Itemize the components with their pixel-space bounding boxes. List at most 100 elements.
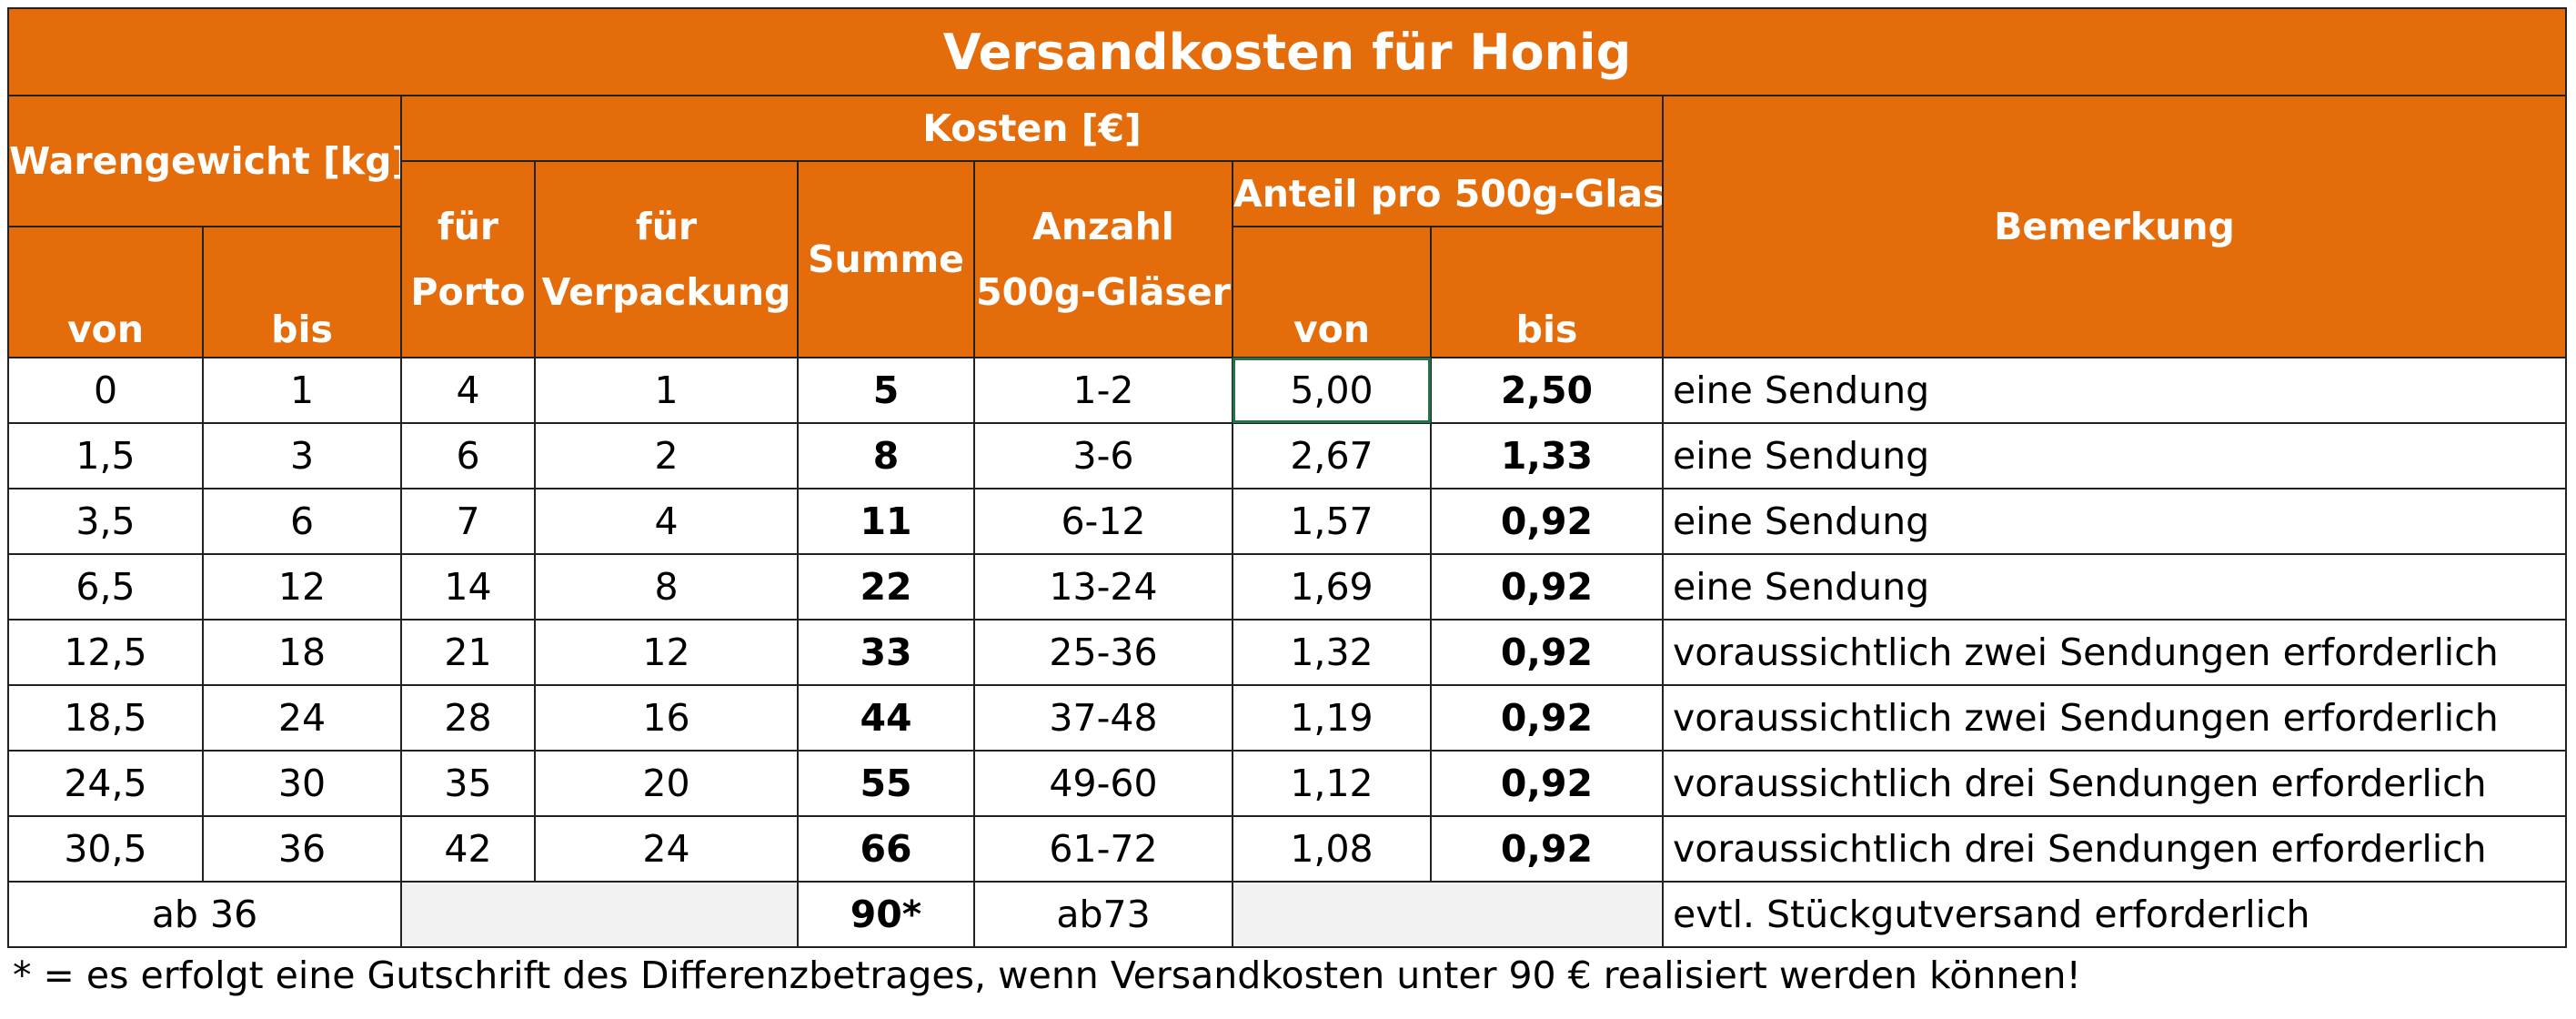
cell-anteil-bis[interactable]: 0,92 bbox=[1430, 553, 1664, 620]
header-kosten: Kosten [€] bbox=[400, 95, 1664, 162]
cell-anzahl[interactable]: 13-24 bbox=[973, 553, 1233, 620]
header-gewicht-bis: bis bbox=[202, 226, 402, 358]
cell-porto[interactable]: 42 bbox=[400, 815, 536, 883]
header-anteil-pro-glas: Anteil pro 500g-Glas bbox=[1232, 160, 1664, 227]
cell-summe[interactable]: 22 bbox=[797, 553, 975, 620]
cell-bis[interactable]: 12 bbox=[202, 553, 402, 620]
cell-von[interactable]: 1,5 bbox=[7, 422, 204, 489]
cell-bemerkung[interactable]: eine Sendung bbox=[1661, 488, 2568, 555]
cell-verpackung[interactable]: 4 bbox=[534, 488, 799, 555]
table-row: 0 1 4 1 5 1-2 5,00 2,50 eine Sendung bbox=[7, 357, 2568, 424]
cell-von[interactable]: 30,5 bbox=[7, 815, 204, 883]
cell-von[interactable]: 12,5 bbox=[7, 619, 204, 686]
cell-summe[interactable]: 44 bbox=[797, 684, 975, 752]
cell-bemerkung[interactable]: voraussichtlich zwei Sendungen erforderl… bbox=[1661, 619, 2568, 686]
cell-summe[interactable]: 11 bbox=[797, 488, 975, 555]
cell-summe[interactable]: 5 bbox=[797, 357, 975, 424]
cell-verpackung[interactable]: 8 bbox=[534, 553, 799, 620]
cell-von[interactable]: 24,5 bbox=[7, 750, 204, 817]
header-bemerkung: Bemerkung bbox=[1661, 95, 2568, 358]
cell-anzahl[interactable]: 3-6 bbox=[973, 422, 1233, 489]
table-row: 6,5 12 14 8 22 13-24 1,69 0,92 eine Send… bbox=[7, 553, 2568, 620]
cell-anteil-von-selected[interactable]: 5,00 bbox=[1232, 357, 1432, 424]
header-fuer-porto: für Porto bbox=[400, 160, 536, 358]
table-title: Versandkosten für Honig bbox=[6, 7, 2568, 96]
cell-summe[interactable]: 55 bbox=[797, 750, 975, 817]
cell-porto[interactable]: 4 bbox=[400, 357, 536, 424]
cell-anzahl[interactable]: 1-2 bbox=[973, 357, 1233, 424]
cell-bemerkung[interactable]: voraussichtlich drei Sendungen erforderl… bbox=[1661, 815, 2568, 883]
cell-anteil-bis[interactable]: 1,33 bbox=[1430, 422, 1664, 489]
cell-porto[interactable]: 28 bbox=[400, 684, 536, 752]
cell-anteil-bis[interactable]: 0,92 bbox=[1430, 684, 1664, 752]
table-row: 3,5 6 7 4 11 6-12 1,57 0,92 eine Sendung bbox=[7, 488, 2568, 555]
cell-von[interactable]: 6,5 bbox=[7, 553, 204, 620]
table-row-last: ab 36 90* ab73 evtl. Stückgutversand erf… bbox=[7, 881, 2568, 948]
cell-bis[interactable]: 36 bbox=[202, 815, 402, 883]
cell-von[interactable]: 3,5 bbox=[7, 488, 204, 555]
cell-porto[interactable]: 35 bbox=[400, 750, 536, 817]
cell-anteil-bis[interactable]: 0,92 bbox=[1430, 815, 1664, 883]
cell-anzahl[interactable]: 25-36 bbox=[973, 619, 1233, 686]
cell-verpackung[interactable]: 12 bbox=[534, 619, 799, 686]
cell-anteil-von[interactable]: 1,08 bbox=[1232, 815, 1432, 883]
cell-empty-costs[interactable] bbox=[400, 881, 799, 948]
cell-porto[interactable]: 6 bbox=[400, 422, 536, 489]
cell-anteil-von[interactable]: 1,19 bbox=[1232, 684, 1432, 752]
cell-summe[interactable]: 90* bbox=[797, 881, 975, 948]
cell-anzahl[interactable]: 6-12 bbox=[973, 488, 1233, 555]
cell-anteil-von[interactable]: 1,32 bbox=[1232, 619, 1432, 686]
cell-verpackung[interactable]: 24 bbox=[534, 815, 799, 883]
cell-verpackung[interactable]: 20 bbox=[534, 750, 799, 817]
cell-verpackung[interactable]: 1 bbox=[534, 357, 799, 424]
cell-bis[interactable]: 24 bbox=[202, 684, 402, 752]
header-anteil-von: von bbox=[1232, 226, 1432, 358]
table-row: 30,5 36 42 24 66 61-72 1,08 0,92 vorauss… bbox=[7, 815, 2568, 883]
cell-summe[interactable]: 66 bbox=[797, 815, 975, 883]
header-anteil-bis: bis bbox=[1430, 226, 1664, 358]
cell-verpackung[interactable]: 16 bbox=[534, 684, 799, 752]
cell-summe[interactable]: 33 bbox=[797, 619, 975, 686]
cell-von[interactable]: 0 bbox=[7, 357, 204, 424]
cell-anteil-bis[interactable]: 2,50 bbox=[1430, 357, 1664, 424]
cell-anteil-bis[interactable]: 0,92 bbox=[1430, 750, 1664, 817]
cell-anteil-von[interactable]: 1,12 bbox=[1232, 750, 1432, 817]
shipping-cost-table: Versandkosten für Honig Warengewicht [kg… bbox=[6, 7, 2568, 948]
cell-bemerkung[interactable]: eine Sendung bbox=[1661, 357, 2568, 424]
footnote: * = es erfolgt eine Gutschrift des Diffe… bbox=[13, 953, 2081, 997]
cell-anteil-von[interactable]: 1,69 bbox=[1232, 553, 1432, 620]
cell-anteil-von[interactable]: 2,67 bbox=[1232, 422, 1432, 489]
cell-anzahl[interactable]: 37-48 bbox=[973, 684, 1233, 752]
cell-porto[interactable]: 7 bbox=[400, 488, 536, 555]
cell-anzahl[interactable]: ab73 bbox=[973, 881, 1233, 948]
cell-bemerkung[interactable]: evtl. Stückgutversand erforderlich bbox=[1661, 881, 2568, 948]
cell-bis[interactable]: 1 bbox=[202, 357, 402, 424]
cell-summe[interactable]: 8 bbox=[797, 422, 975, 489]
cell-von[interactable]: 18,5 bbox=[7, 684, 204, 752]
cell-empty-anteil[interactable] bbox=[1232, 881, 1664, 948]
table-row: 12,5 18 21 12 33 25-36 1,32 0,92 vorauss… bbox=[7, 619, 2568, 686]
cell-anteil-bis[interactable]: 0,92 bbox=[1430, 619, 1664, 686]
cell-bemerkung[interactable]: voraussichtlich zwei Sendungen erforderl… bbox=[1661, 684, 2568, 752]
cell-anzahl[interactable]: 61-72 bbox=[973, 815, 1233, 883]
cell-bemerkung[interactable]: voraussichtlich drei Sendungen erforderl… bbox=[1661, 750, 2568, 817]
cell-bemerkung[interactable]: eine Sendung bbox=[1661, 422, 2568, 489]
cell-bis[interactable]: 30 bbox=[202, 750, 402, 817]
cell-gewicht-ab[interactable]: ab 36 bbox=[7, 881, 402, 948]
table-row: 18,5 24 28 16 44 37-48 1,19 0,92 vorauss… bbox=[7, 684, 2568, 752]
table-row: 1,5 3 6 2 8 3-6 2,67 1,33 eine Sendung bbox=[7, 422, 2568, 489]
cell-bemerkung[interactable]: eine Sendung bbox=[1661, 553, 2568, 620]
header-gewicht-von: von bbox=[7, 226, 204, 358]
cell-bis[interactable]: 18 bbox=[202, 619, 402, 686]
cell-porto[interactable]: 21 bbox=[400, 619, 536, 686]
cell-anteil-bis[interactable]: 0,92 bbox=[1430, 488, 1664, 555]
header-anzahl-glaeser: Anzahl 500g-Gläser bbox=[973, 160, 1233, 358]
table-row: 24,5 30 35 20 55 49-60 1,12 0,92 vorauss… bbox=[7, 750, 2568, 817]
cell-porto[interactable]: 14 bbox=[400, 553, 536, 620]
cell-bis[interactable]: 3 bbox=[202, 422, 402, 489]
cell-verpackung[interactable]: 2 bbox=[534, 422, 799, 489]
cell-anzahl[interactable]: 49-60 bbox=[973, 750, 1233, 817]
cell-bis[interactable]: 6 bbox=[202, 488, 402, 555]
cell-anteil-von[interactable]: 1,57 bbox=[1232, 488, 1432, 555]
